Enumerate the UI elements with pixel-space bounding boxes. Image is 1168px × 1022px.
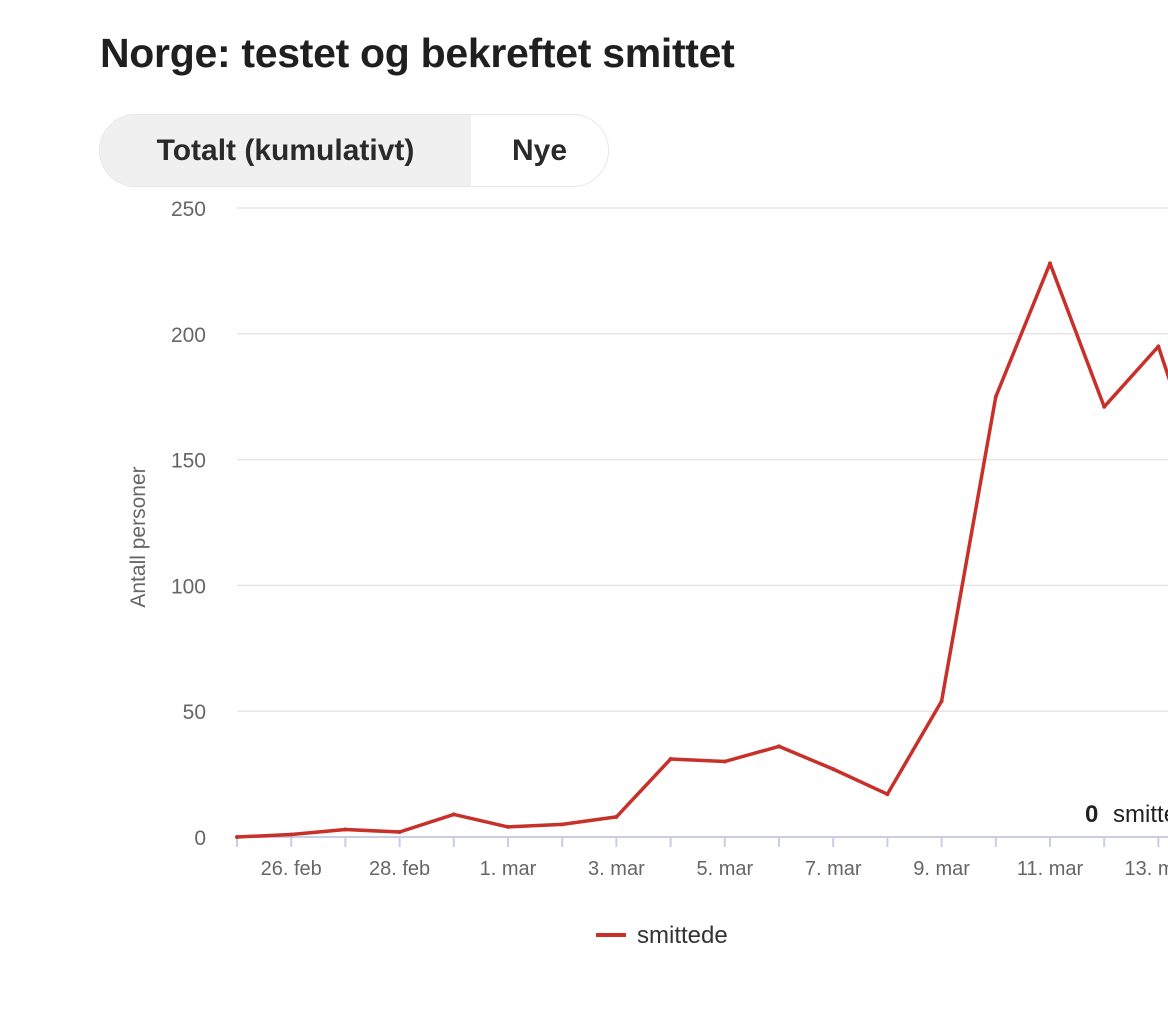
data-point[interactable] [235,835,239,839]
svg-text:0 smittede: 0 smittede [1085,801,1168,828]
x-tick-label: 13. mar [1124,858,1168,880]
data-point[interactable] [506,824,510,829]
x-tick-label: 28. feb [369,858,430,880]
data-point[interactable] [1156,344,1161,349]
series-layer [235,261,1168,839]
x-tick-label: 9. mar [913,858,970,880]
y-tick-label: 0 [194,827,206,850]
grid-lines [237,207,1168,712]
data-point[interactable] [289,832,294,837]
tooltip-label: smittede [1113,801,1168,828]
x-tick-label: 1. mar [480,858,537,880]
x-tick-label: 3. mar [588,858,645,880]
data-point[interactable] [1102,404,1107,409]
data-point[interactable] [722,759,727,764]
data-point[interactable] [993,394,998,399]
data-point[interactable] [1048,261,1052,266]
y-tick-label: 100 [171,575,206,598]
data-point[interactable] [343,827,348,832]
x-tick-label: 5. mar [696,858,753,880]
x-tick-label: 7. mar [805,858,862,880]
data-point[interactable] [777,744,781,749]
y-tick-label: 200 [171,324,206,347]
legend-label[interactable]: smittede [637,922,728,949]
page-title: Norge: testet og bekreftet smittet [100,30,735,76]
series-line-smittede[interactable] [235,261,1168,839]
legend[interactable]: smittede [596,922,728,949]
tooltip-value: 0 [1085,801,1098,828]
toggle-cumulative-button[interactable]: Totalt (kumulativt) [100,115,471,186]
data-point[interactable] [939,699,944,704]
data-point[interactable] [397,829,402,834]
data-point[interactable] [885,792,890,797]
toggle-new-button[interactable]: Nye [471,115,608,186]
data-point[interactable] [668,757,673,762]
data-point[interactable] [831,767,836,772]
data-point[interactable] [451,812,456,817]
y-axis-ticks: 0 50 100 150 200 250 [171,198,206,850]
x-tick-label: 26. feb [261,858,322,880]
tooltip: 0 smittede [1085,801,1168,828]
y-tick-label: 150 [171,450,206,473]
x-axis: 26. feb 28. feb 1. mar 3. mar 5. mar 7. mar 9.… [236,836,1168,880]
y-tick-label: 50 [183,701,206,724]
data-point[interactable] [560,822,565,827]
view-toggle: Totalt (kumulativt) Nye [99,114,609,187]
data-point[interactable] [614,814,619,819]
y-tick-label: 250 [171,198,206,221]
x-tick-label: 11. mar [1017,858,1084,880]
y-axis-label: Antall personer [127,466,150,607]
